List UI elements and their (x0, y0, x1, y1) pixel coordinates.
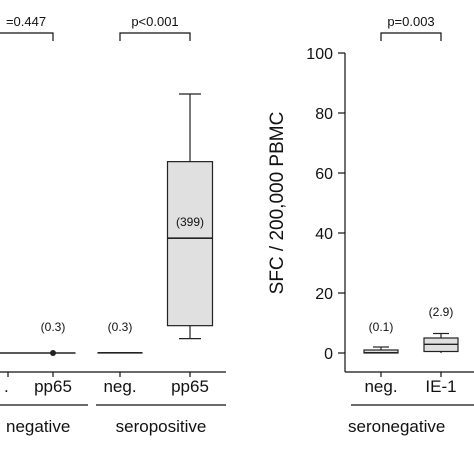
x-tick-label: neg. (364, 377, 397, 396)
x-tick-label: neg. (103, 377, 136, 396)
x-tick-label: IE-1 (425, 377, 456, 396)
y-tick-label: 0 (324, 346, 333, 363)
x-tick-label: . (4, 377, 9, 396)
x-tick-label: pp65 (34, 377, 72, 396)
y-tick-label: 80 (315, 106, 333, 123)
data-point (50, 350, 56, 356)
p-value-label: p<0.001 (131, 14, 178, 29)
group-label: negative (6, 417, 70, 436)
y-tick-label: 60 (315, 166, 333, 183)
significance-bracket (119, 32, 191, 41)
left-panel: =0.447 p<0.001 (0.3) (0.3) (399). pp65 neg. pp6… (0, 14, 226, 436)
y-tick-label: 40 (315, 226, 333, 243)
median-label: (0.1) (369, 320, 394, 334)
median-label: (0.3) (41, 320, 66, 334)
significance-bracket (380, 32, 442, 41)
y-tick-label: 100 (306, 46, 333, 63)
median-label: (2.9) (429, 305, 454, 319)
right-panel: 0 20 40 60 80 100 SFC / 200,000 PBMC neg. IE-1 p=… (267, 14, 474, 436)
median-label: (399) (176, 215, 204, 229)
median-label: (0.3) (108, 320, 133, 334)
group-label: seronegative (348, 417, 445, 436)
p-value-label: =0.447 (6, 14, 46, 29)
y-axis-title: SFC / 200,000 PBMC (267, 112, 288, 295)
x-tick-label: pp65 (171, 377, 209, 396)
p-value-label: p=0.003 (387, 14, 434, 29)
group-label: seropositive (116, 417, 207, 436)
y-tick-label: 20 (315, 286, 333, 303)
box (166, 161, 214, 327)
significance-bracket (0, 32, 54, 41)
